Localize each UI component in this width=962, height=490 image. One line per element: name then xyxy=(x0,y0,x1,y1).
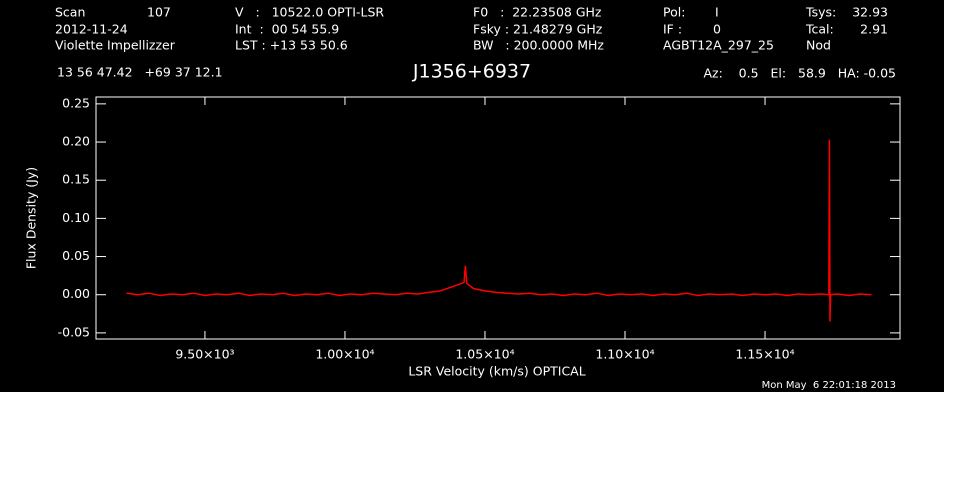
background xyxy=(0,0,944,392)
pol: I xyxy=(715,5,719,20)
tcal-label: Tcal: xyxy=(805,22,834,37)
mode: Nod xyxy=(806,38,831,53)
y-tick-label: 0.20 xyxy=(62,134,90,149)
x-tick-label: 1.05×10⁴ xyxy=(455,347,514,362)
y-tick-label: 0.00 xyxy=(62,286,90,301)
coords: 13 56 47.42 +69 37 12.1 xyxy=(57,65,223,80)
scan: 107 xyxy=(147,5,171,20)
y-tick-label: 0.15 xyxy=(62,172,90,187)
scan-label: Scan xyxy=(55,5,85,20)
bw: BW : 200.0000 MHz xyxy=(473,38,604,53)
int: Int : 00 54 55.9 xyxy=(235,22,339,37)
date: 2012-11-24 xyxy=(55,22,128,37)
y-tick-label: 0.05 xyxy=(62,248,90,263)
project: AGBT12A_297_25 xyxy=(663,38,774,53)
x-tick-label: 1.00×10⁴ xyxy=(315,347,374,362)
timestamp: Mon May 6 22:01:18 2013 xyxy=(762,380,896,391)
y-tick-label: 0.25 xyxy=(62,95,90,110)
observer: Violette Impellizzer xyxy=(55,38,176,53)
pol-label: Pol: xyxy=(663,5,685,20)
tsys-label: Tsys: xyxy=(805,5,836,20)
chart-title: J1356+6937 xyxy=(412,61,531,83)
lst: LST : +13 53 50.6 xyxy=(235,38,348,53)
x-tick-label: 1.10×10⁴ xyxy=(595,347,654,362)
velocity: V : 10522.0 OPTI-LSR xyxy=(235,5,384,20)
x-axis-label: LSR Velocity (km/s) OPTICAL xyxy=(408,364,585,379)
pointing: Az: 0.5 El: 58.9 HA: -0.05 xyxy=(703,66,896,81)
f0: F0 : 22.23508 GHz xyxy=(473,5,602,20)
spectrum-line xyxy=(126,139,872,322)
y-tick-label: 0.10 xyxy=(62,210,90,225)
x-tick-label: 9.50×10³ xyxy=(175,347,234,362)
fsky: Fsky : 21.48279 GHz xyxy=(473,22,603,37)
x-tick-label: 1.15×10⁴ xyxy=(735,347,794,362)
if: 0 xyxy=(713,22,721,37)
y-tick-label: -0.05 xyxy=(58,324,90,339)
tcal: 2.91 xyxy=(860,22,888,37)
y-axis-label: Flux Density (Jy) xyxy=(24,167,39,269)
if-label: IF : xyxy=(663,22,682,37)
tsys: 32.93 xyxy=(852,5,888,20)
